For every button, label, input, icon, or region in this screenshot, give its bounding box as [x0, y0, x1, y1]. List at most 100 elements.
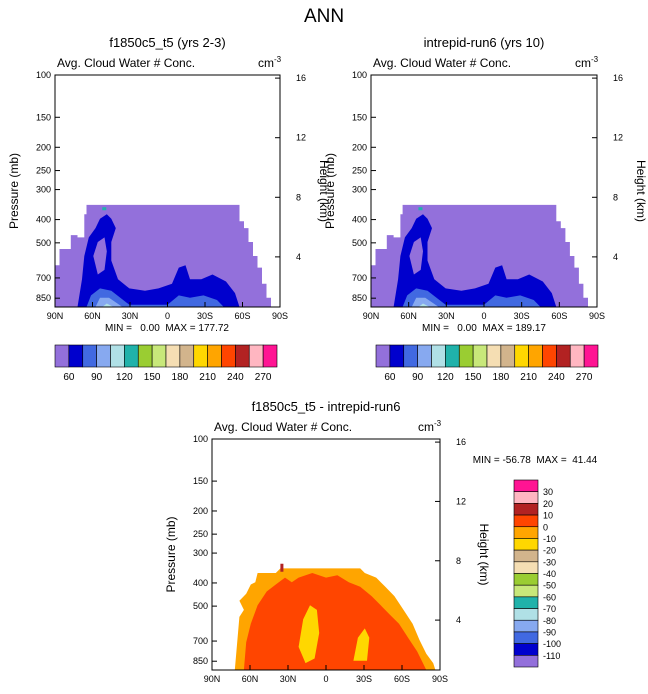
- y-tick-label: 850: [36, 293, 51, 303]
- colorbar-swatch: [513, 655, 539, 668]
- colorbar-swatch: [458, 344, 474, 368]
- colorbar-label: 10: [543, 511, 553, 521]
- height-tick-label: 4: [613, 252, 618, 262]
- y-tick-label: 100: [36, 70, 51, 80]
- colorbar-swatch: [513, 608, 539, 621]
- contour-level-60-inner: [409, 237, 423, 275]
- x-tick-label: 0: [165, 311, 170, 321]
- x-tick-label: 90N: [47, 311, 64, 321]
- colorbar-swatch: [513, 631, 539, 644]
- colorbar-swatch: [542, 344, 557, 368]
- colorbar-swatch: [514, 344, 529, 368]
- x-tick-label: 90N: [363, 311, 380, 321]
- colorbar-label: 210: [520, 372, 537, 383]
- colorbar-swatch: [151, 344, 167, 368]
- colorbar: 60 90 120 150 180 210 240 270: [375, 344, 599, 383]
- y-tick-label: 100: [193, 434, 208, 444]
- colorbar-swatch: [221, 344, 236, 368]
- x-tick-label: 60S: [551, 311, 567, 321]
- y-tick-label: 500: [36, 238, 51, 248]
- colorbar-swatch: [513, 538, 539, 551]
- colorbar-label: -60: [543, 592, 556, 602]
- y-tick-label: 250: [193, 529, 208, 539]
- x-tick-label: 0: [323, 674, 328, 684]
- contour-level-minus20: [298, 605, 320, 664]
- y-tick-label: 700: [193, 636, 208, 646]
- stats-label: MIN = 0.00 MAX = 189.17: [422, 323, 546, 334]
- colorbar-swatch: [513, 514, 539, 528]
- colorbar-swatch: [248, 344, 264, 368]
- y-tick-label: 400: [193, 578, 208, 588]
- colorbar-label: 210: [199, 372, 216, 383]
- x-tick-label: 60N: [84, 311, 101, 321]
- y2-axis-label: Height (km): [477, 523, 491, 585]
- y-tick-label: 700: [36, 273, 51, 283]
- contour-speck: [418, 207, 423, 211]
- colorbar-label: -40: [543, 569, 556, 579]
- colorbar-label: 60: [384, 372, 396, 383]
- colorbar-label: 60: [63, 372, 75, 383]
- colorbar-swatch: [445, 344, 460, 368]
- x-tick-label: 90S: [272, 311, 288, 321]
- colorbar-swatch: [528, 344, 543, 368]
- colorbar-label: 180: [172, 372, 189, 383]
- contour-level-75: [393, 214, 557, 307]
- chart-units: cm-3: [418, 419, 442, 434]
- colorbar-swatch: [569, 344, 585, 368]
- y-tick-label: 500: [193, 601, 208, 611]
- contour-level-60-inner: [93, 237, 107, 275]
- colorbar-label: -10: [543, 534, 556, 544]
- colorbar-label: -50: [543, 581, 556, 591]
- height-tick-label: 16: [456, 437, 466, 447]
- chart-title: f1850c5_t5 - intrepid-run6: [252, 399, 401, 414]
- colorbar-label: -90: [543, 627, 556, 637]
- y-tick-label: 150: [36, 112, 51, 122]
- colorbar-label: 240: [227, 372, 244, 383]
- contour-speck: [280, 563, 284, 572]
- colorbar-swatch: [110, 344, 125, 368]
- colorbar-label: 120: [437, 372, 454, 383]
- chart-subtitle: Avg. Cloud Water # Conc.: [57, 56, 195, 70]
- chart-panel-3: f1850c5_t5 - intrepid-run6 Avg. Cloud Wat…: [164, 399, 598, 684]
- colorbar-swatch: [513, 584, 539, 598]
- colorbar-label: 180: [493, 372, 510, 383]
- colorbar-swatch: [82, 344, 97, 368]
- colorbar-swatch: [513, 503, 539, 516]
- colorbar-swatch: [500, 344, 516, 368]
- y2-axis-label: Height (km): [634, 160, 648, 222]
- x-tick-label: 30N: [438, 311, 455, 321]
- chart-panel-1: f1850c5_t5 (yrs 2-3) Avg. Cloud Water # C…: [7, 35, 331, 383]
- colorbar-label: -110: [543, 651, 560, 661]
- y-tick-label: 150: [193, 476, 208, 486]
- colorbar: 30 20 100 -10 -20-30 -40 -50-60 -70 -80-90 -100 -1…: [513, 479, 561, 668]
- contour-fill: [371, 204, 588, 307]
- y-tick-label: 850: [193, 656, 208, 666]
- chart-panel-2: intrepid-run6 (yrs 10) Avg. Cloud Water #…: [323, 35, 648, 383]
- colorbar-swatch: [513, 561, 539, 574]
- figure-title: ANN: [304, 6, 344, 27]
- y-tick-label: 250: [352, 166, 367, 176]
- x-tick-label: 60N: [242, 674, 259, 684]
- colorbar-swatch: [403, 344, 418, 368]
- y-tick-label: 500: [352, 238, 367, 248]
- colorbar-label: -100: [543, 639, 561, 649]
- colorbar-swatch: [68, 344, 84, 368]
- x-tick-label: 30N: [122, 311, 139, 321]
- height-tick-label: 16: [613, 73, 623, 83]
- height-tick-label: 8: [456, 556, 461, 566]
- height-tick-label: 12: [456, 496, 466, 506]
- colorbar-swatch: [262, 344, 278, 368]
- height-tick-label: 4: [456, 615, 461, 625]
- colorbar: 60 90 120 150 180 210 240 270: [54, 344, 278, 383]
- x-tick-label: 90S: [589, 311, 605, 321]
- x-tick-label: 30S: [514, 311, 530, 321]
- stats-label: MIN = 0.00 MAX = 177.72: [105, 323, 229, 334]
- x-tick-label: 60N: [400, 311, 417, 321]
- y-tick-label: 200: [193, 506, 208, 516]
- colorbar-swatch: [389, 344, 405, 368]
- colorbar-label: -20: [543, 546, 556, 556]
- contour-speck: [102, 207, 107, 211]
- y-tick-label: 700: [352, 273, 367, 283]
- colorbar-label: 270: [255, 372, 272, 383]
- colorbar-swatch: [472, 344, 488, 368]
